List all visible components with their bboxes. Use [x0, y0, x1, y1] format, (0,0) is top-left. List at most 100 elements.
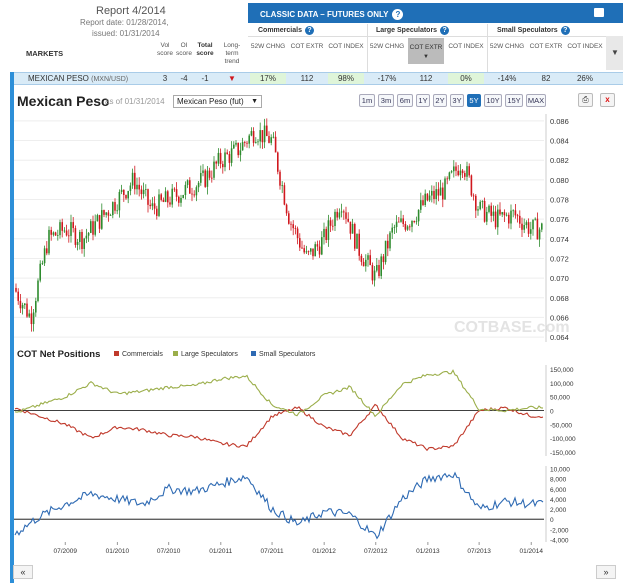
x-tick-label: 01/2011 — [209, 548, 232, 555]
commercials-cot-index-header[interactable]: COT INDEX — [328, 43, 364, 50]
candle-body — [466, 166, 468, 177]
large-cot-extr-header[interactable]: COT EXTR ▼ — [408, 38, 444, 64]
scroll-left-button[interactable]: « — [13, 565, 33, 579]
commercials-cot-extr-header[interactable]: COT EXTR — [290, 43, 324, 50]
candle-body — [112, 202, 114, 216]
range-button-15y[interactable]: 15Y — [505, 94, 523, 107]
candle-body — [202, 170, 204, 174]
candle-body — [230, 148, 233, 163]
range-button-2y[interactable]: 2Y — [433, 94, 447, 107]
candle-body — [444, 178, 446, 200]
candle-body — [332, 225, 334, 227]
candle-body — [79, 231, 81, 243]
range-button-1y[interactable]: 1Y — [416, 94, 430, 107]
candle-body — [371, 265, 374, 281]
candle-body — [391, 227, 393, 233]
help-icon: ? — [304, 26, 314, 35]
chevron-down-icon: ▼ — [251, 98, 258, 105]
group-small-speculators: Small Speculators? — [497, 26, 570, 35]
large-cot-index: 0% — [448, 73, 484, 84]
candle-body — [340, 211, 343, 213]
cot-tick-label: -50,000 — [550, 422, 572, 429]
market-name[interactable]: MEXICAN PESO (MXN/USD) — [28, 74, 129, 83]
cot-tick-label: 50,000 — [550, 395, 570, 402]
candle-body — [204, 170, 206, 187]
candle-body — [316, 244, 319, 247]
candle-body — [409, 226, 411, 228]
candle-body — [222, 163, 224, 168]
candle-body — [398, 221, 400, 223]
vol-score-header: Vol score — [157, 42, 173, 57]
commercials-52w-header[interactable]: 52W CHNG — [250, 43, 286, 50]
candle-body — [395, 221, 398, 228]
candle-body — [138, 184, 140, 190]
price-and-cot-charts: 0.064 0.066 0.068 0.070 0.072 0.074 0.076 0.078… — [14, 114, 576, 555]
candle-body — [184, 184, 187, 196]
print-icon[interactable] — [594, 8, 604, 17]
candle-body — [514, 210, 517, 216]
close-icon[interactable]: x — [600, 93, 615, 107]
x-tick-label: 01/2014 — [520, 548, 544, 555]
candle-body — [37, 280, 39, 302]
candle-body — [274, 136, 277, 153]
candle-body — [103, 210, 105, 215]
large-cot-extr: 112 — [419, 74, 433, 83]
small-tick-label: 2,000 — [550, 507, 567, 514]
small-cot-index-header[interactable]: COT INDEX — [567, 43, 603, 50]
small-52w-header[interactable]: 52W CHNG — [489, 43, 525, 50]
candle-body — [453, 166, 455, 172]
candle-body — [151, 203, 154, 207]
x-tick-label: 07/2009 — [54, 548, 78, 555]
help-icon[interactable]: ? — [392, 9, 404, 20]
candle-body — [508, 214, 510, 224]
range-button-3m[interactable]: 3m — [378, 94, 394, 107]
oi-score: -4 — [180, 74, 188, 83]
candle-body — [334, 211, 336, 227]
expand-column[interactable]: ▼ — [606, 36, 623, 70]
large-52w: -17% — [377, 74, 397, 83]
candle-body — [448, 172, 451, 180]
small-speculators-line — [14, 471, 544, 540]
candle-body — [85, 235, 88, 239]
candle-body — [312, 248, 314, 257]
candle-body — [336, 211, 338, 218]
price-tick-label: 0.078 — [550, 196, 569, 205]
large-52w-header[interactable]: 52W CHNG — [369, 43, 405, 50]
trend-header: Long-term trend — [223, 42, 241, 65]
small-tick-label: 4,000 — [550, 497, 567, 504]
scroll-right-button[interactable]: » — [596, 565, 616, 579]
small-cot-index: 26% — [576, 74, 593, 83]
candle-body — [422, 200, 424, 205]
range-button-max[interactable]: MAX — [526, 94, 546, 107]
candle-body — [219, 152, 222, 164]
range-button-10y[interactable]: 10Y — [484, 94, 502, 107]
range-button-3y[interactable]: 3Y — [450, 94, 464, 107]
price-tick-label: 0.082 — [550, 156, 569, 165]
candle-body — [505, 214, 508, 216]
instrument-select[interactable]: Mexican Peso (fut) ▼ — [173, 95, 262, 108]
candle-body — [233, 144, 235, 149]
candle-body — [26, 303, 28, 317]
candle-body — [61, 222, 63, 231]
candle-body — [83, 238, 85, 250]
cot-tick-label: 0 — [550, 409, 554, 416]
cot-net-positions-title: COT Net Positions — [17, 349, 101, 360]
candle-body — [193, 194, 195, 196]
print-chart-icon[interactable]: ⎙ — [578, 93, 593, 107]
range-button-6m[interactable]: 6m — [397, 94, 413, 107]
candle-body — [158, 194, 160, 216]
range-button-5y[interactable]: 5Y — [467, 94, 481, 107]
candle-body — [277, 152, 279, 172]
candle-body — [107, 212, 110, 216]
candle-body — [450, 171, 453, 173]
candle-body — [68, 235, 70, 237]
candle-body — [525, 222, 528, 226]
x-tick-label: 01/2010 — [106, 548, 130, 555]
candle-body — [345, 212, 347, 219]
range-button-1m[interactable]: 1m — [359, 94, 375, 107]
candle-body — [164, 191, 167, 202]
cot-tick-label: 100,000 — [550, 381, 574, 388]
large-cot-index-header[interactable]: COT INDEX — [448, 43, 484, 50]
small-cot-extr-header[interactable]: COT EXTR — [529, 43, 563, 50]
candle-body — [296, 228, 299, 239]
